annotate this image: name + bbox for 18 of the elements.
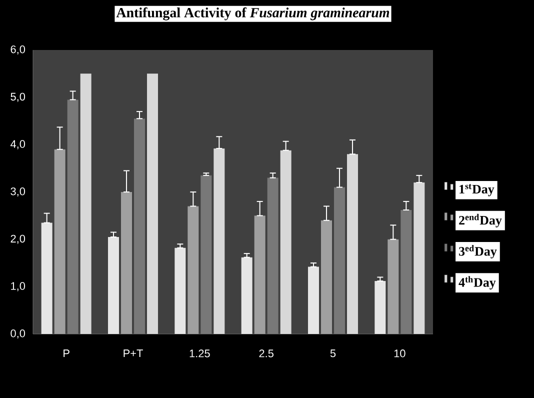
y-tick-label: 2,0 <box>10 234 26 244</box>
y-tick-label: 1,0 <box>11 282 26 292</box>
legend-label: 3$^{ed}$Day <box>459 244 497 258</box>
y-tick-label: 5,0 <box>10 92 26 102</box>
x-tick-label: 10 <box>394 350 406 358</box>
legend-label: 4$^{th}$Day <box>458 276 496 290</box>
x-tick-label: P+T <box>124 350 143 358</box>
x-tick-label: 5 <box>330 350 336 358</box>
chart-title: Antifungal Activity of Fusarium graminearum <box>116 7 390 20</box>
legend-label: 2$^{end}$Day <box>459 214 502 228</box>
x-tick-label: 2.5 <box>259 350 274 358</box>
legend-label: 1$^{st}$Day <box>460 184 494 196</box>
y-tick-label: 3,0 <box>10 187 26 197</box>
x-tick-label: P <box>64 350 70 358</box>
y-tick-label: 4,0 <box>10 140 26 150</box>
y-tick-label: 6,0 <box>10 45 26 55</box>
y-tick-label: 0,0 <box>10 329 26 339</box>
x-tick-label: 1.25 <box>190 350 210 358</box>
